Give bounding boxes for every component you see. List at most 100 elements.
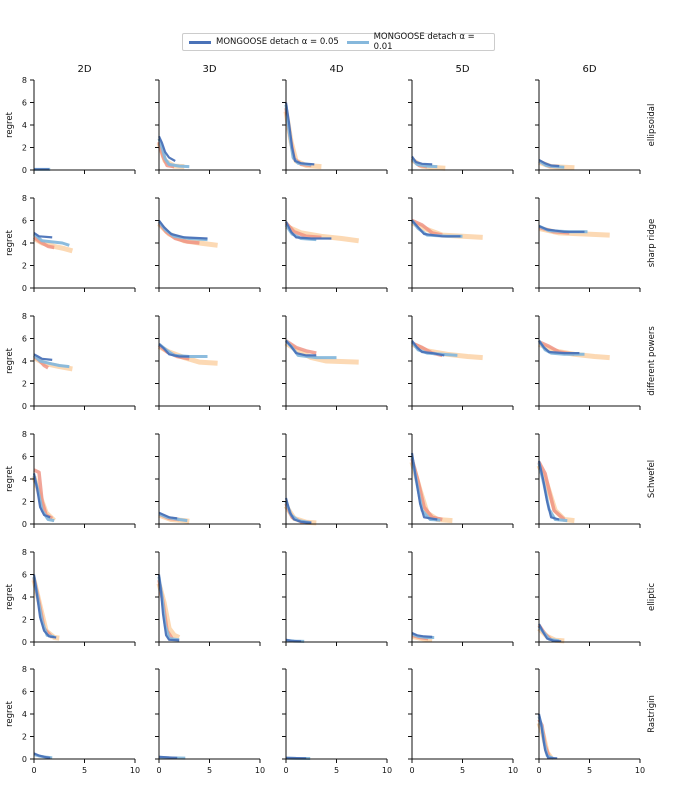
ylabel-row-3: regret — [5, 347, 15, 373]
series-alpha-005-line — [410, 452, 438, 521]
column-title-6d: 6D — [582, 64, 596, 75]
y-tick-label: 4 — [22, 239, 27, 248]
series-alpha-005-line — [537, 460, 560, 521]
series-alpha-005-line — [285, 340, 317, 357]
y-tick-label: 0 — [22, 755, 27, 764]
series-alpha-005-line — [157, 135, 176, 162]
series-alpha-005-line — [157, 574, 180, 642]
column-title-5d: 5D — [455, 64, 469, 75]
panel-sharp-ridge-3d — [155, 197, 261, 292]
panel-different-powers-6d — [535, 315, 641, 410]
y-tick-label: 6 — [22, 99, 27, 108]
panel-different-powers-2d — [30, 315, 136, 410]
panel-rastrigin-3d — [155, 668, 261, 763]
y-tick-label: 6 — [22, 335, 27, 344]
series-alpha-001-line — [32, 354, 70, 369]
y-tick-label: 2 — [22, 498, 27, 507]
panel-different-powers-5d — [408, 315, 514, 410]
series-alpha-005-line — [158, 511, 178, 520]
column-title-2d: 2D — [77, 64, 91, 75]
x-tick-label: 10 — [255, 766, 265, 775]
series-alpha-005-line — [538, 225, 585, 233]
series-alpha-005-line — [285, 756, 307, 760]
legend-swatch-alpha-001 — [347, 40, 369, 44]
panel-sharp-ridge-5d — [408, 197, 514, 292]
legend: MONGOOSE detach α = 0.05 MONGOOSE detach… — [182, 32, 495, 52]
series-alpha-005-line — [284, 497, 312, 524]
y-tick-label: 2 — [22, 380, 27, 389]
series-alpha-005-line — [158, 343, 190, 358]
y-tick-label: 2 — [22, 144, 27, 153]
y-tick-label: 6 — [22, 571, 27, 580]
legend-item-alpha-005: MONGOOSE detach α = 0.05 — [189, 36, 339, 48]
row-title-schwefel: Schwefel — [647, 460, 657, 498]
panel-different-powers-3d — [155, 315, 261, 410]
x-tick-label: 5 — [460, 766, 465, 775]
panel-ellipsoidal-2d — [30, 79, 136, 174]
y-tick-label: 4 — [22, 475, 27, 484]
series-band-red — [537, 461, 566, 521]
series-alpha-005-line — [284, 102, 315, 166]
y-tick-label: 8 — [22, 312, 27, 321]
y-tick-label: 8 — [22, 665, 27, 674]
series-alpha-005-line — [411, 155, 433, 166]
row-title-ellipsoidal: ellipsoidal — [647, 104, 657, 147]
series-alpha-005-line — [32, 473, 51, 519]
ylabel-row-1: regret — [5, 111, 15, 137]
panel-rastrigin-5d — [408, 668, 514, 763]
column-title-3d: 3D — [202, 64, 216, 75]
row-title-rastrigin: Rastrigin — [647, 695, 657, 733]
series-alpha-005-line — [158, 755, 178, 759]
panel-rastrigin-2d — [30, 668, 136, 763]
series-alpha-005-line — [537, 713, 558, 760]
x-tick-label: 5 — [587, 766, 592, 775]
panel-elliptic-3d — [155, 551, 261, 646]
y-tick-label: 8 — [22, 194, 27, 203]
ylabel-row-2: regret — [5, 229, 15, 255]
series-alpha-005-line — [33, 752, 51, 759]
row-title-sharp-ridge: sharp ridge — [647, 219, 657, 268]
series-alpha-005-line — [538, 158, 560, 168]
legend-swatch-alpha-005 — [189, 40, 211, 44]
y-tick-label: 4 — [22, 121, 27, 130]
series-band-orange — [157, 344, 218, 366]
panel-schwefel-2d — [30, 433, 136, 528]
y-tick-label: 8 — [22, 76, 27, 85]
y-tick-label: 6 — [22, 688, 27, 697]
y-tick-label: 0 — [22, 520, 27, 529]
y-tick-label: 2 — [22, 262, 27, 271]
y-tick-label: 2 — [22, 616, 27, 625]
panel-ellipsoidal-3d — [155, 79, 261, 174]
panel-schwefel-3d — [155, 433, 261, 528]
panel-sharp-ridge-2d — [30, 197, 136, 292]
row-title-elliptic: elliptic — [647, 583, 657, 611]
series-alpha-005-line — [158, 219, 208, 240]
y-tick-label: 4 — [22, 710, 27, 719]
series-alpha-005-line — [33, 353, 53, 361]
series-alpha-005-line — [32, 574, 57, 639]
row-title-different-powers: different powers — [647, 326, 657, 396]
legend-item-alpha-001: MONGOOSE detach α = 0.01 — [347, 32, 494, 52]
y-tick-label: 6 — [22, 217, 27, 226]
y-tick-label: 0 — [22, 402, 27, 411]
panel-schwefel-5d — [408, 433, 514, 528]
series-alpha-005-line — [411, 631, 433, 638]
panel-elliptic-4d — [282, 551, 388, 646]
series-band-red — [411, 218, 443, 237]
series-alpha-005-line — [538, 340, 580, 355]
panel-rastrigin-4d — [282, 668, 388, 763]
panel-ellipsoidal-5d — [408, 79, 514, 174]
panel-ellipsoidal-4d — [282, 79, 388, 174]
y-tick-label: 0 — [22, 638, 27, 647]
panel-sharp-ridge-4d — [282, 197, 388, 292]
x-tick-label: 0 — [409, 766, 414, 775]
series-band-red — [32, 235, 55, 250]
panel-elliptic-5d — [408, 551, 514, 646]
panel-different-powers-4d — [282, 315, 388, 410]
x-tick-label: 10 — [382, 766, 392, 775]
panel-ellipsoidal-6d — [535, 79, 641, 174]
x-tick-label: 5 — [334, 766, 339, 775]
ylabel-row-5: regret — [5, 583, 15, 609]
series-alpha-001-line — [33, 232, 70, 247]
panel-schwefel-4d — [282, 433, 388, 528]
